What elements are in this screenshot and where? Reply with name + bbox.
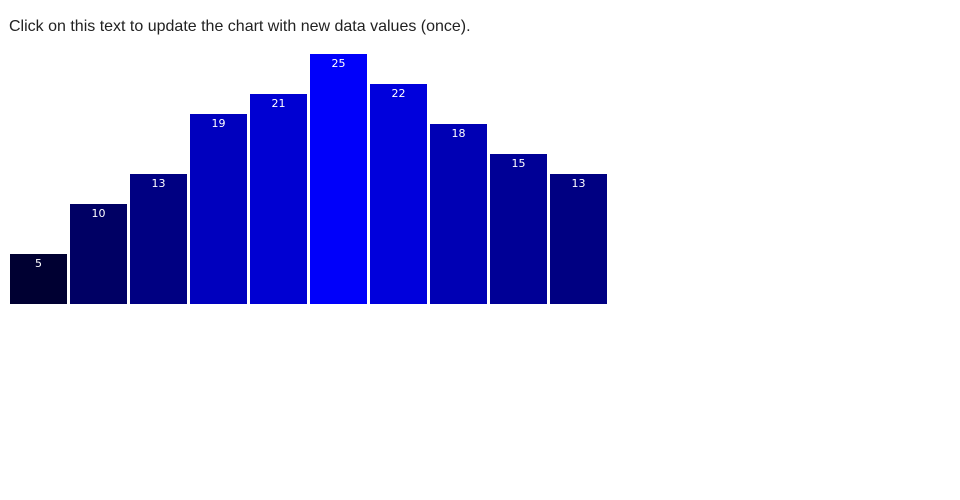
bar: 10 xyxy=(70,204,127,304)
bar-value-label: 18 xyxy=(451,127,466,140)
bar-value-label: 25 xyxy=(331,57,346,70)
bar: 13 xyxy=(550,174,607,304)
bar: 15 xyxy=(490,154,547,304)
update-chart-trigger-text[interactable]: Click on this text to update the chart w… xyxy=(9,18,471,35)
bar-value-label: 21 xyxy=(271,97,286,110)
bar: 21 xyxy=(250,94,307,304)
bar-chart: 5 10 13 19 21 25 22 18 15 13 xyxy=(8,54,608,304)
bar: 19 xyxy=(190,114,247,304)
bar-value-label: 13 xyxy=(151,177,166,190)
bar-value-label: 22 xyxy=(391,87,406,100)
bar-value-label: 10 xyxy=(91,207,106,220)
bar: 18 xyxy=(430,124,487,304)
bar: 25 xyxy=(310,54,367,304)
bar-value-label: 15 xyxy=(511,157,526,170)
bar-value-label: 13 xyxy=(571,177,586,190)
bar: 5 xyxy=(10,254,67,304)
bar-value-label: 19 xyxy=(211,117,226,130)
bar: 22 xyxy=(370,84,427,304)
bar: 13 xyxy=(130,174,187,304)
bar-value-label: 5 xyxy=(35,257,42,270)
